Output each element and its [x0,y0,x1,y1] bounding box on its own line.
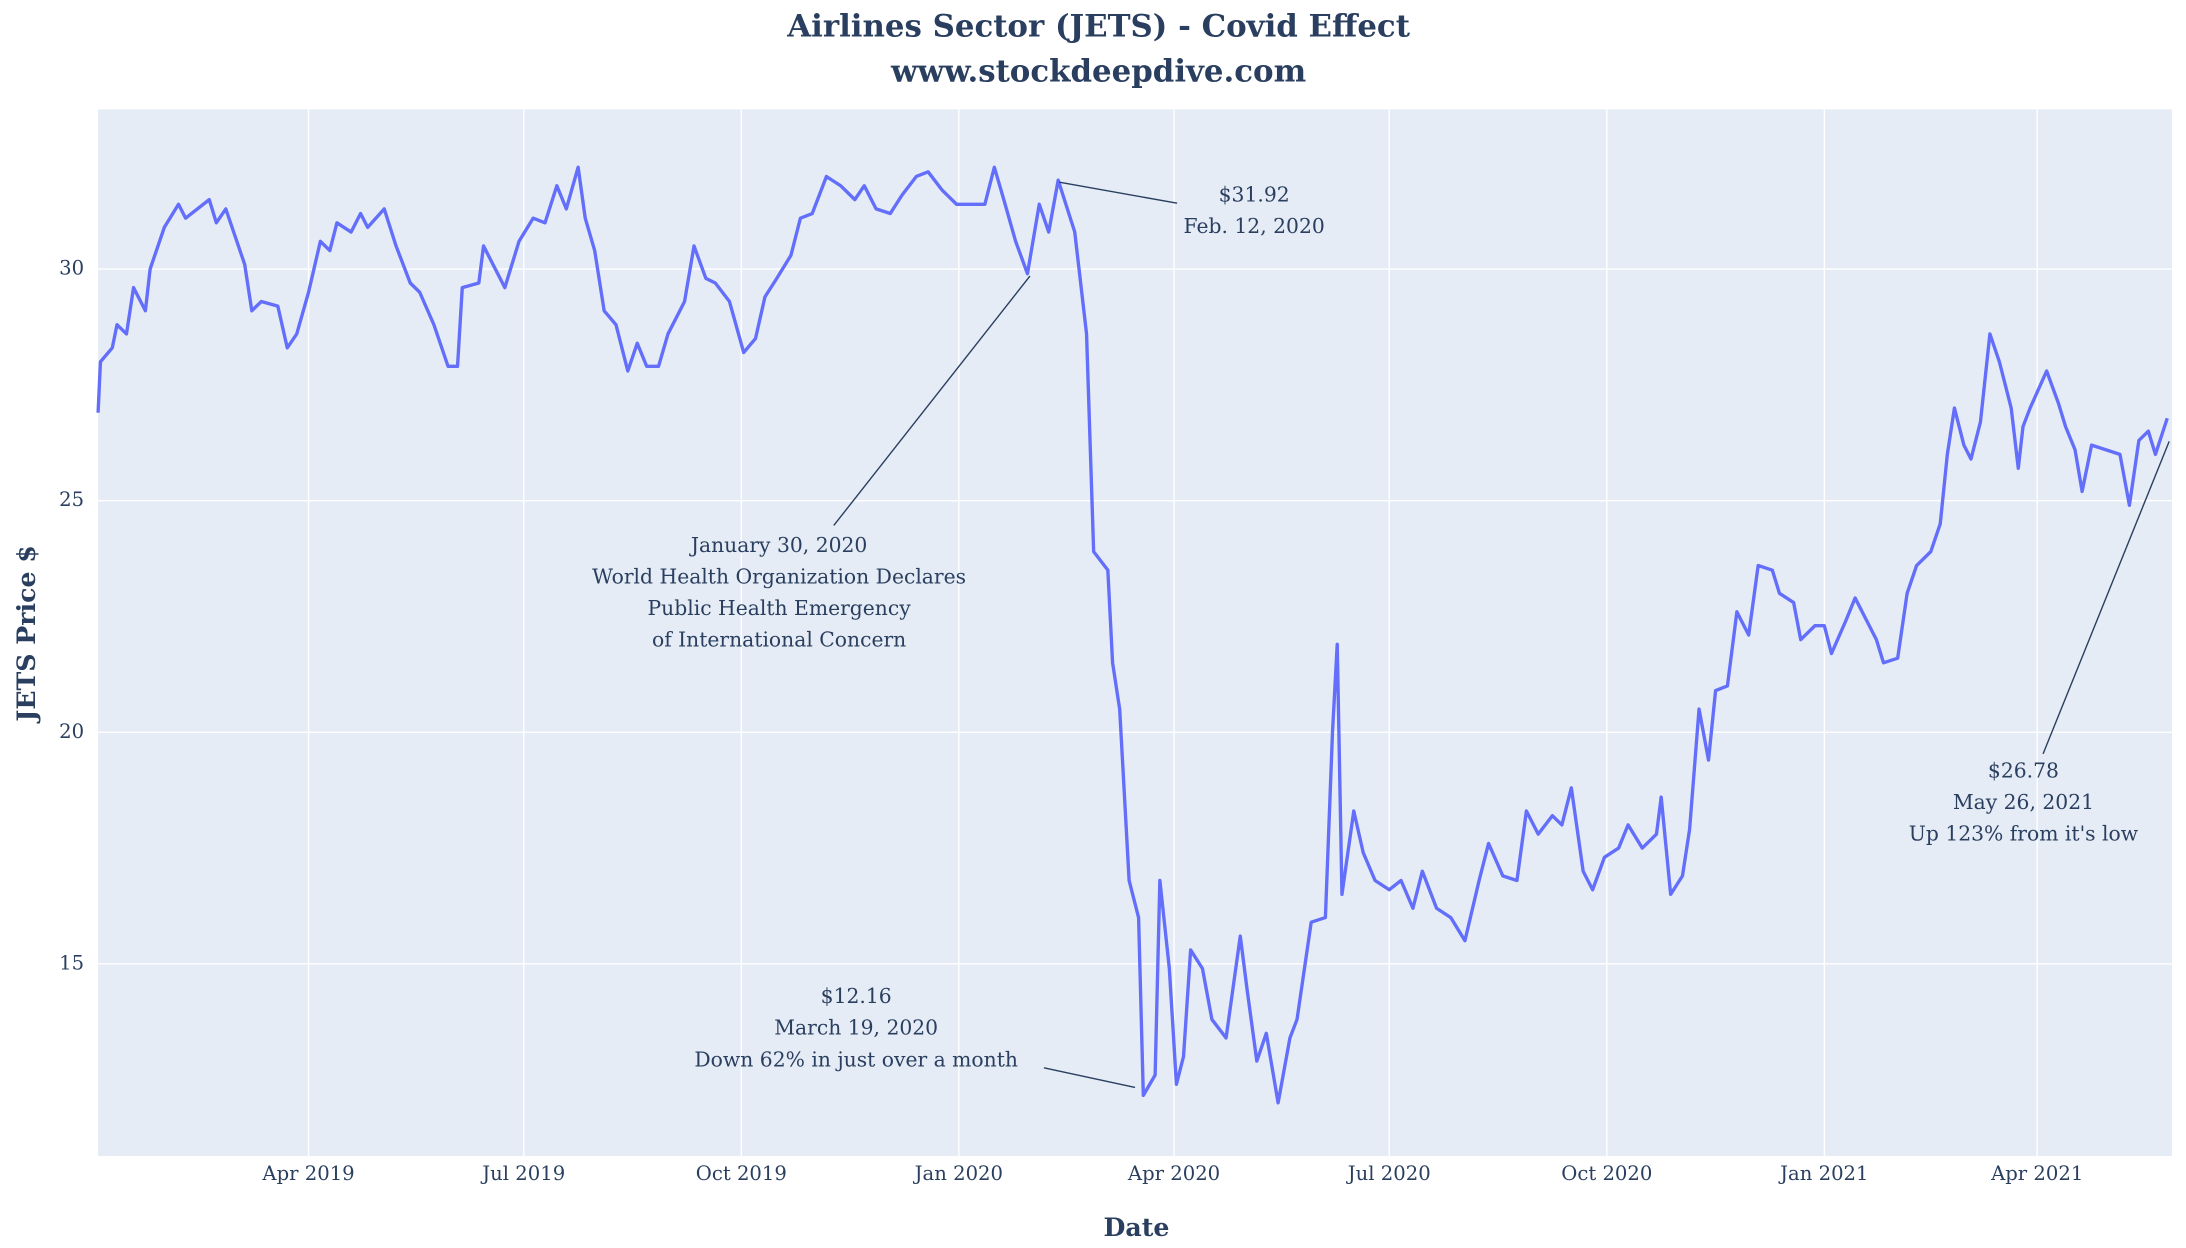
annotation-text: $12.16 [821,984,892,1008]
series [96,165,2169,1105]
x-axis-title: Date [1103,1212,1169,1242]
annotation-text: January 30, 2020 [689,533,867,557]
chart-subtitle: www.stockdeepdive.com [890,53,1306,89]
annotation-text: Public Health Emergency [648,596,912,620]
y-tick-label: 20 [59,720,84,743]
x-tick-label: Jan 2021 [1778,1162,1868,1185]
plot-background [98,109,2172,1157]
annotation-text: Up 123% from it's low [1909,822,2139,846]
annotation-text: May 26, 2021 [1953,790,2094,814]
x-tick-label: Apr 2019 [261,1162,354,1185]
chart-title: Airlines Sector (JETS) - Covid Effect [786,9,1410,45]
annotation-arrow [833,275,1031,526]
annotations: $31.92 Feb. 12, 2020 January 30, 2020 World… [592,181,2170,1089]
annotation-text: Feb. 12, 2020 [1184,214,1325,238]
price-line [96,165,2169,1105]
annotation-text: World Health Organization Declares [592,565,966,589]
annotation-arrow [1043,1067,1136,1089]
y-tick-label: 15 [59,951,84,974]
x-tick-label: Oct 2020 [1561,1162,1652,1185]
annotation-arrow [2042,441,2170,755]
annotation-text: $31.92 [1219,183,1290,207]
annotation-text: of International Concern [652,628,906,652]
y-tick-label: 30 [59,257,84,280]
x-tick-label: Oct 2019 [696,1162,787,1185]
x-tick-label: Jan 2020 [913,1162,1003,1185]
grid: Apr 2019 Jul 2019 Oct 2019 Jan 2020 Apr 2020… [59,109,2172,1185]
annotation-arrow [1059,181,1178,204]
x-tick-label: Jul 2020 [1346,1162,1431,1185]
x-tick-label: Jul 2019 [480,1162,565,1185]
x-tick-label: Apr 2020 [1127,1162,1220,1185]
y-tick-label: 25 [59,488,84,511]
annotation-text: March 19, 2020 [774,1016,938,1040]
annotation-text: $26.78 [1988,759,2059,783]
y-axis-title: JETS Price $ [11,545,41,723]
x-tick-label: Apr 2021 [1990,1162,2083,1185]
annotation-text: Down 62% in just over a month [694,1047,1018,1071]
